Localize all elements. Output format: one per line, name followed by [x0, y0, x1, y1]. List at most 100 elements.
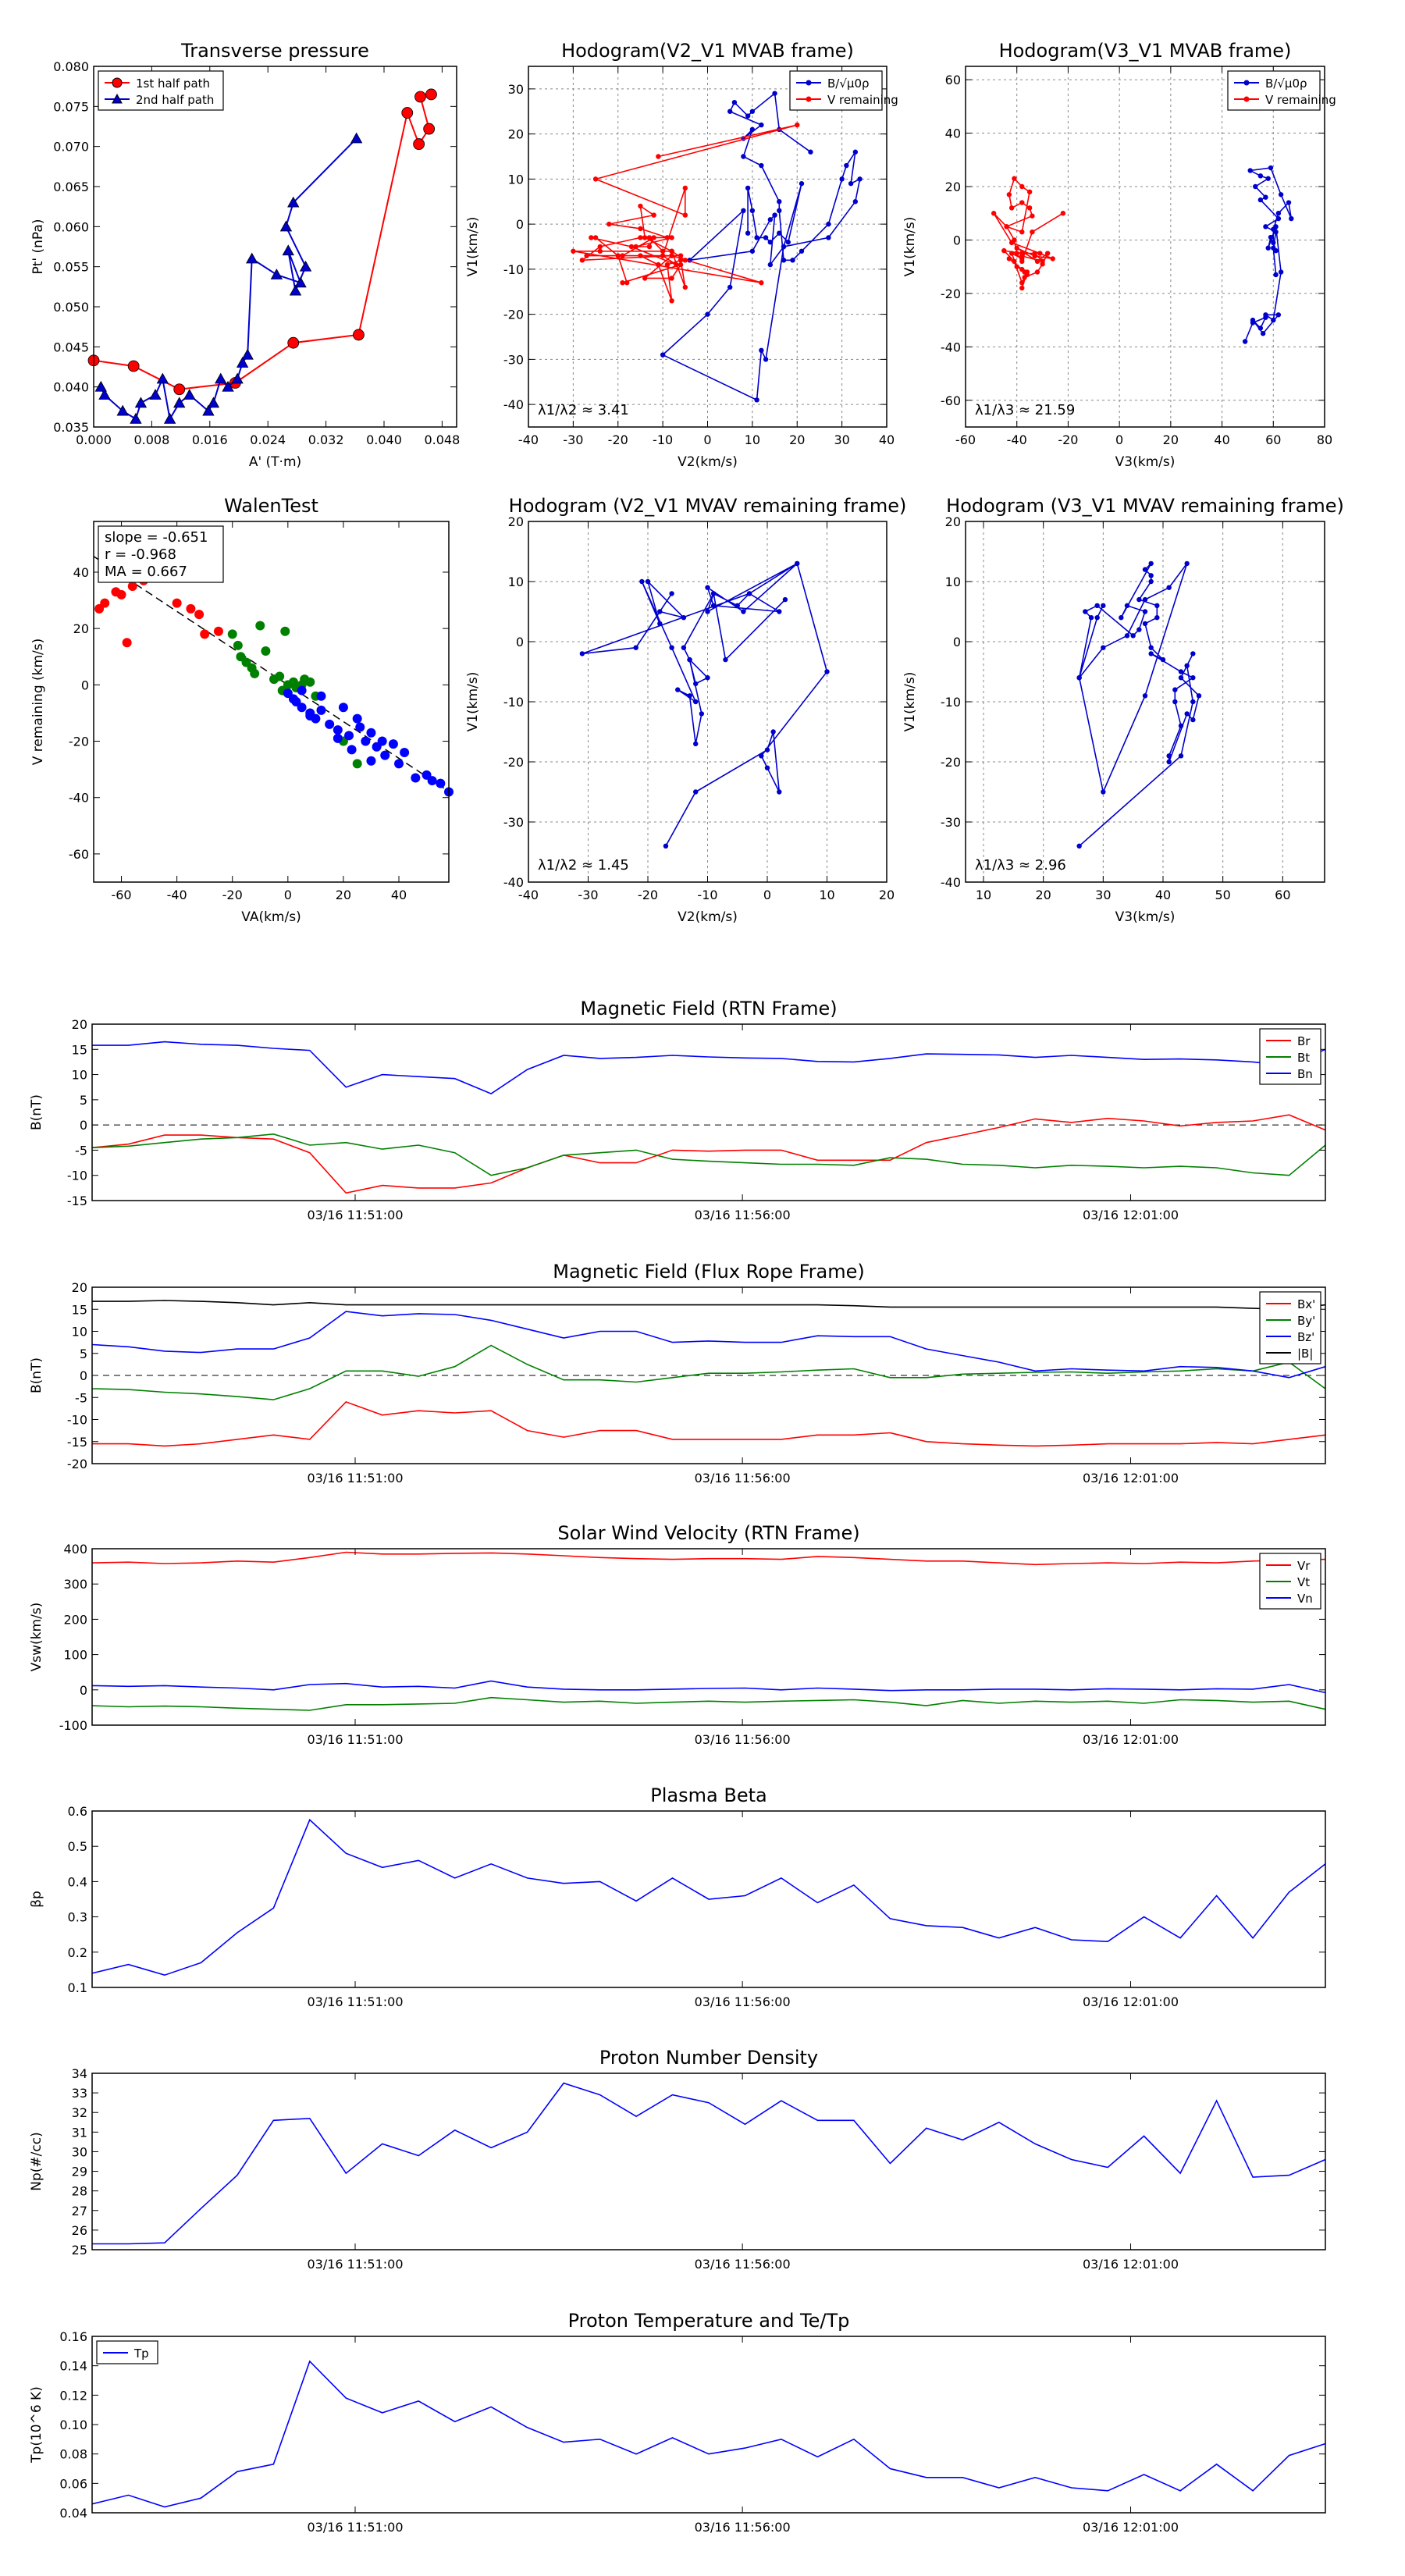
y-tick-label: 400 [63, 1542, 87, 1557]
y-tick-label: -15 [67, 1194, 87, 1208]
x-tick-label: -20 [638, 888, 658, 902]
y-tick-label: -30 [503, 815, 524, 830]
y-tick-label: 10 [72, 1068, 87, 1083]
y-axis-label: Np(#/cc) [29, 2132, 44, 2190]
x-tick-label: 03/16 11:51:00 [307, 1994, 403, 2009]
data-point [638, 253, 643, 258]
data-point [1286, 200, 1292, 205]
data-point [1019, 280, 1025, 286]
data-point [1166, 753, 1172, 759]
data-point [233, 640, 243, 650]
y-tick-label: 27 [72, 2204, 87, 2218]
data-point [682, 258, 688, 263]
data-point [1012, 258, 1017, 265]
data-point [130, 412, 142, 424]
data-point [1242, 339, 1248, 344]
legend-label: V remaining [1265, 93, 1336, 107]
data-point [149, 389, 162, 400]
data-point [638, 226, 643, 232]
data-point [848, 180, 854, 187]
data-point [597, 248, 603, 254]
data-point [799, 180, 805, 187]
x-tick-label: 0 [1115, 432, 1123, 447]
data-point [436, 778, 446, 788]
legend-label: Vn [1297, 1592, 1313, 1606]
y-tick-label: 34 [72, 2066, 87, 2081]
data-point [1022, 275, 1027, 280]
data-point [824, 669, 830, 674]
legend-label: |B| [1297, 1347, 1313, 1361]
data-point [1265, 176, 1271, 181]
data-point [745, 185, 751, 191]
data-point [255, 621, 265, 631]
y-tick-label: 0 [81, 678, 89, 692]
y-tick-label: 0.065 [53, 180, 89, 194]
data-point [116, 404, 129, 416]
y-tick-label: 0.035 [53, 420, 89, 435]
x-tick-label: 03/16 12:01:00 [1083, 1471, 1179, 1485]
data-point [764, 765, 770, 770]
data-point [400, 747, 410, 757]
data-point [425, 88, 437, 101]
data-point [289, 284, 302, 296]
data-point [1019, 285, 1025, 291]
data-point [669, 253, 674, 258]
data-point [352, 713, 362, 724]
data-point [347, 745, 357, 755]
data-point [1142, 609, 1148, 614]
series-line-Np [92, 2082, 1326, 2245]
ratio-annotation: λ1/λ2 ≈ 3.41 [538, 402, 629, 418]
x-tick-label: 0.008 [133, 432, 169, 447]
data-point [227, 629, 237, 639]
x-tick-label: 0.016 [192, 432, 228, 447]
data-point [852, 199, 859, 205]
data-point [1019, 251, 1025, 256]
data-point [122, 638, 132, 648]
data-point [355, 722, 365, 732]
y-tick-label: 0.06 [59, 2476, 87, 2491]
series-line-|B| [92, 1300, 1326, 1311]
series-line-Bz' [91, 1311, 1326, 1379]
y-tick-label: 0.1 [68, 1980, 87, 1995]
x-tick-label: 50 [1215, 888, 1230, 902]
y-tick-label: 20 [72, 1017, 87, 1032]
y-tick-label: 20 [945, 514, 961, 529]
y-tick-label: 0.3 [68, 1910, 87, 1925]
data-point [741, 154, 746, 159]
data-point [1172, 687, 1178, 692]
data-point [777, 199, 782, 205]
data-point [325, 719, 335, 729]
data-point [826, 235, 831, 240]
chart-title: Magnetic Field (RTN Frame) [580, 998, 837, 1019]
y-tick-label: 0.050 [53, 300, 89, 315]
data-point [592, 235, 599, 240]
data-point [377, 736, 387, 746]
y-tick-label: 30 [72, 2144, 87, 2159]
plot-frame [91, 1548, 1326, 1726]
data-point [1094, 615, 1100, 621]
data-point [664, 235, 670, 240]
ratio-annotation: λ1/λ2 ≈ 1.45 [538, 857, 629, 873]
data-point [1034, 258, 1040, 265]
data-point [664, 262, 670, 268]
data-point [642, 276, 648, 281]
legend-label: Bn [1297, 1067, 1313, 1081]
y-tick-label: 20 [508, 127, 524, 142]
y-tick-label: 0.6 [68, 1804, 87, 1819]
data-point [1083, 609, 1088, 614]
chart-title: Transverse pressure [180, 40, 369, 62]
x-tick-label: 20 [336, 888, 351, 902]
data-point [687, 693, 692, 699]
series-line-Bt [91, 1133, 1326, 1176]
y-tick-label: -30 [503, 352, 524, 367]
y-tick-label: 60 [945, 73, 961, 87]
data-point [299, 260, 312, 272]
x-tick-label: 20 [1035, 888, 1051, 902]
legend-box [1227, 70, 1321, 111]
data-point [173, 397, 186, 408]
legend-label: Vt [1297, 1575, 1310, 1589]
data-point [127, 582, 137, 592]
data-point [749, 208, 756, 213]
data-point [767, 262, 774, 268]
data-point [1263, 194, 1268, 200]
